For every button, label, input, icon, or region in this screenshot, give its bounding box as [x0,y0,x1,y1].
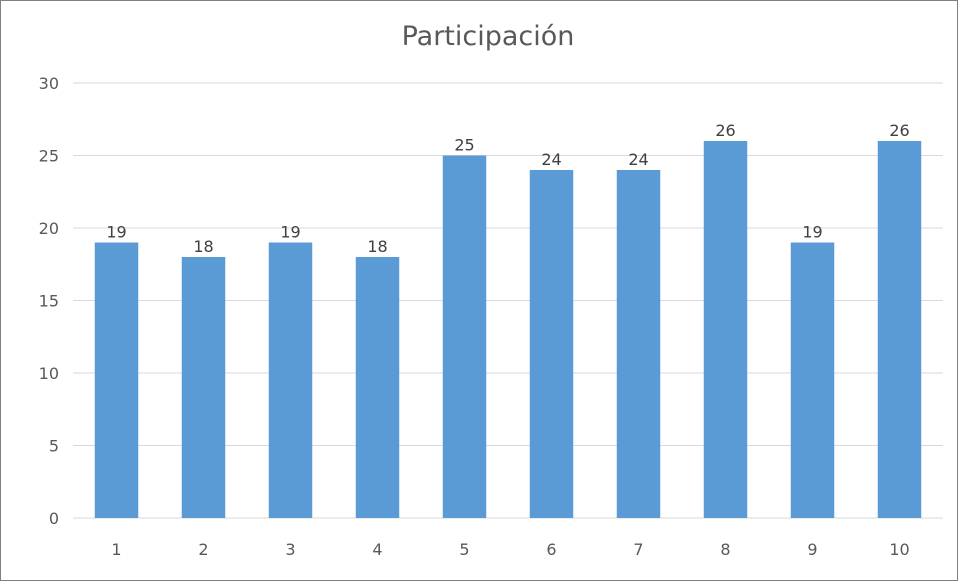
y-tick-label: 25 [39,147,59,166]
bar [181,257,226,518]
data-label: 19 [106,223,126,242]
data-label: 18 [193,237,213,256]
data-label: 26 [715,121,735,140]
x-tick-label: 9 [807,540,817,559]
y-tick-label: 10 [39,364,59,383]
data-label: 24 [628,150,648,169]
bar [268,242,313,518]
bar [94,242,139,518]
data-label: 19 [280,223,300,242]
bar [616,170,661,518]
bar [529,170,574,518]
bar [703,141,748,518]
x-axis-tick-labels: 1 2 3 4 5 6 7 8 9 10 [111,540,909,559]
data-label: 26 [889,121,909,140]
data-label: 24 [541,150,561,169]
data-label: 19 [802,223,822,242]
y-tick-label: 20 [39,219,59,238]
bar [877,141,922,518]
y-tick-label: 30 [39,74,59,93]
y-tick-label: 5 [49,437,59,456]
data-label: 18 [367,237,387,256]
x-tick-label: 1 [111,540,121,559]
y-axis-tick-labels: 0 5 10 15 20 25 30 [39,74,59,528]
x-tick-label: 3 [285,540,295,559]
x-tick-label: 7 [633,540,643,559]
x-tick-label: 5 [459,540,469,559]
bar [355,257,400,518]
y-tick-label: 0 [49,509,59,528]
bar [442,155,487,518]
y-tick-label: 15 [39,292,59,311]
x-tick-label: 6 [546,540,556,559]
data-labels: 19 18 19 18 25 24 24 26 19 26 [106,121,909,256]
bar [790,242,835,518]
x-tick-label: 8 [720,540,730,559]
x-tick-label: 4 [372,540,382,559]
x-tick-label: 2 [198,540,208,559]
x-tick-label: 10 [889,540,909,559]
data-label: 25 [454,136,474,155]
bars [94,141,922,518]
chart-title: Participación [402,21,575,52]
